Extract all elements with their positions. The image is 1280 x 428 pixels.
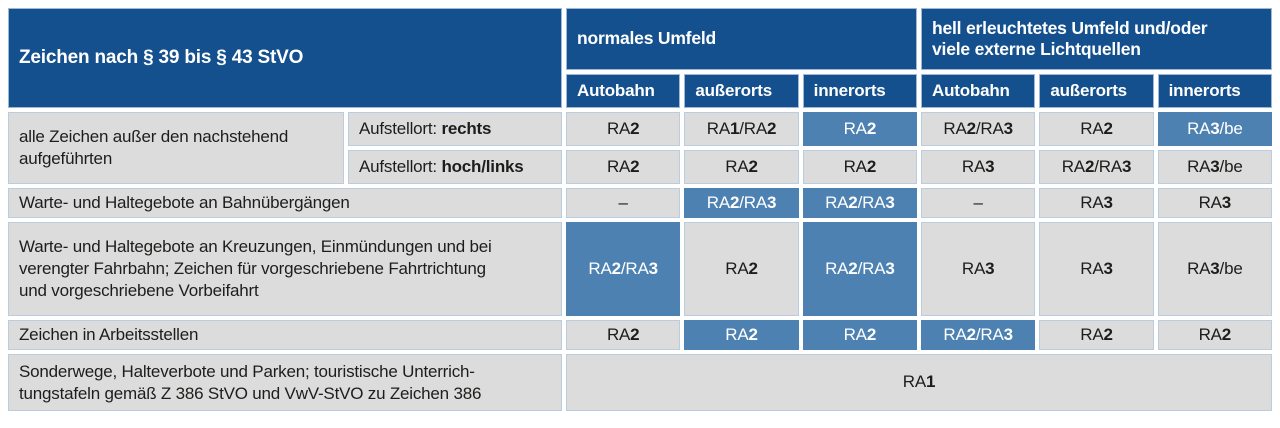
row-label-line2: verengter Fahrbahn; Zeichen für vorgesch… [19, 259, 486, 279]
row-label-line3: und vorgeschriebene Vorbeifahrt [19, 280, 259, 300]
ra-cell: RA3 [921, 222, 1036, 316]
ra-cell: RA2 [802, 150, 917, 184]
column-header-ausserorts-bright: außerorts [1039, 74, 1154, 108]
ra-cell: RA2 [684, 320, 799, 350]
aufstellort-value: hoch/links [441, 156, 524, 176]
table-title-cell: Zeichen nach § 39 bis § 43 StVO [8, 8, 563, 108]
ra-cell: – [566, 188, 681, 218]
aufstellort-value: rechts [441, 118, 492, 138]
column-header-ausserorts-normal: außerorts [684, 74, 799, 108]
row-label-bahnuebergaenge: Warte- und Haltegebote an Bahnübergängen [8, 188, 563, 218]
row-label-sonderwege: Sonderwege, Halteverbote und Parken; tou… [8, 354, 563, 411]
ra-cell: RA2 [1157, 320, 1272, 350]
ra-cell: RA2 [802, 320, 917, 350]
ra-span-cell: RA1 [566, 354, 1272, 411]
ra-cell: RA2/RA3 [802, 188, 917, 218]
ra-cell: RA2 [1039, 112, 1154, 146]
row-label-arbeitsstellen: Zeichen in Arbeitsstellen [8, 320, 563, 350]
ra-cell: RA2 [684, 150, 799, 184]
page: Zeichen nach § 39 bis § 43 StVO normales… [4, 4, 1276, 415]
ra-cell: RA2 [1039, 320, 1154, 350]
aufstellort-hoch-links-cell: Aufstellort: hoch/links [348, 150, 563, 184]
column-group-label-line1: hell erleuchtetes Umfeld und/oder [932, 17, 1208, 38]
column-header-autobahn-bright: Autobahn [921, 74, 1036, 108]
ra-cell: RA3/be [1157, 150, 1272, 184]
column-group-label-line2: viele externe Lichtquellen [932, 39, 1141, 59]
aufstellort-rechts-cell: Aufstellort: rechts [348, 112, 563, 146]
ra-cell: RA2 [802, 112, 917, 146]
ra-cell: RA2 [566, 320, 681, 350]
ra-cell: RA3 [921, 150, 1036, 184]
ra-cell: RA2/RA3 [921, 320, 1036, 350]
ra-cell: RA2/RA3 [1039, 150, 1154, 184]
row-label-kreuzungen: Warte- und Haltegebote an Kreuzungen, Ei… [8, 222, 563, 316]
row-label-line1: Sonderwege, Halteverbote und Parken; tou… [19, 361, 475, 381]
row-label-alle-zeichen: alle Zeichen außer den nachstehend aufge… [8, 112, 344, 184]
column-group-normal-environment: normales Umfeld [566, 8, 917, 70]
ra-cell: RA2 [566, 112, 681, 146]
row-label-line1: Warte- und Haltegebote an Kreuzungen, Ei… [19, 237, 492, 257]
ra-cell: RA3 [1039, 188, 1154, 218]
ra-cell: RA3 [1039, 222, 1154, 316]
ra-cell: RA2 [566, 150, 681, 184]
retroreflection-class-table: Zeichen nach § 39 bis § 43 StVO normales… [4, 4, 1276, 415]
ra-cell: RA1/RA2 [684, 112, 799, 146]
column-header-innerorts-bright: innerorts [1157, 74, 1272, 108]
ra-cell: RA2/RA3 [684, 188, 799, 218]
aufstellort-prefix: Aufstellort: [359, 156, 442, 176]
ra-cell: RA2/RA3 [566, 222, 681, 316]
ra-cell: RA2/RA3 [802, 222, 917, 316]
ra-cell: RA2/RA3 [921, 112, 1036, 146]
column-header-autobahn-normal: Autobahn [566, 74, 681, 108]
ra-cell: RA2 [684, 222, 799, 316]
row-label-line1: alle Zeichen außer den nachstehend [19, 127, 289, 147]
ra-cell: RA3 [1157, 188, 1272, 218]
ra-cell: RA3/be [1157, 112, 1272, 146]
row-label-line2: tungstafeln gemäß Z 386 StVO und VwV-StV… [19, 383, 482, 403]
row-label-line2: aufgeführten [19, 149, 113, 168]
column-group-bright-environment: hell erleuchtetes Umfeld und/oder viele … [921, 8, 1272, 70]
ra-cell: RA3/be [1157, 222, 1272, 316]
column-group-label: normales Umfeld [577, 28, 716, 49]
ra-cell: – [921, 188, 1036, 218]
aufstellort-prefix: Aufstellort: [359, 118, 442, 138]
column-header-innerorts-normal: innerorts [802, 74, 917, 108]
